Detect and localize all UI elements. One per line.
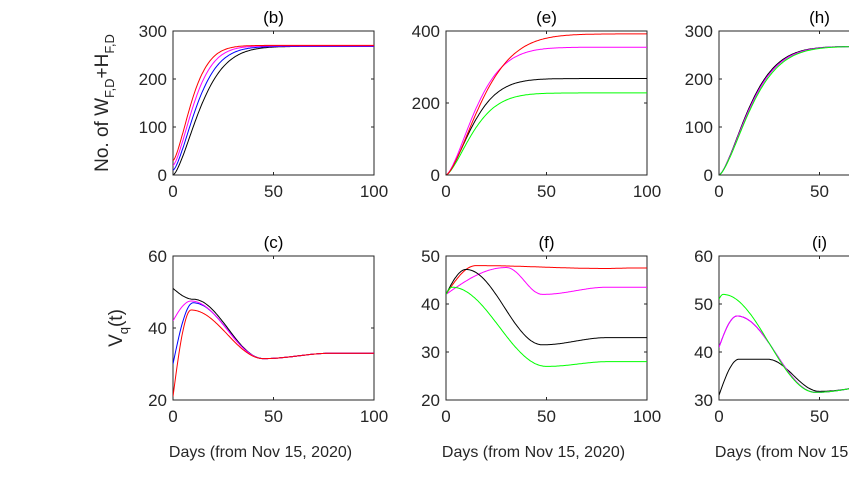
panel-title: (b) [263,8,284,27]
panel-title: (h) [809,8,830,27]
y-tick-label: 0 [704,166,713,185]
y-tick-label: 100 [685,118,713,137]
panel-title: (c) [264,233,284,252]
y-axis-label: No. of WF,D+HF,D [92,34,117,172]
series-line-4 [446,286,647,367]
x-tick-label: 50 [810,182,829,201]
panel-i: 05010030405060(i)Days (from Nov 15, 2020… [694,233,849,461]
series-line-1 [446,92,647,175]
y-tick-label: 0 [158,166,167,185]
x-tick-label: 0 [714,407,723,426]
panel-e: 0 50 100 0 200 400 (e) [412,8,662,201]
x-tick-label: 100 [360,407,388,426]
y-tick-label: 30 [694,391,713,410]
y-tick-label: 60 [694,247,713,266]
x-axis-label: Days (from Nov 15, 2020) [715,444,849,461]
y-tick-label: 40 [694,343,713,362]
panel-title: (i) [812,233,827,252]
x-tick-label: 0 [441,182,450,201]
panel-f: 0 50 100 20 30 40 50 (f) Days (from Nov 15, 2020… [421,233,661,461]
y-tick-label: 50 [694,295,713,314]
x-tick-label: 0 [441,407,450,426]
x-tick-label: 50 [264,182,283,201]
y-tick-label: 0 [431,166,440,185]
y-tick-label: 60 [148,247,167,266]
series-line-1 [719,358,849,396]
x-axis-label: Days (from Nov 15, 2020) [169,444,352,461]
y-axis-label: Vq(t) [106,309,131,347]
series-line-4 [719,293,849,393]
x-axis-label: Days (from Nov 15, 2020) [442,444,625,461]
y-tick-label: 400 [412,22,440,41]
x-tick-label: 0 [714,182,723,201]
y-tick-label: 200 [412,94,440,113]
axes-box [172,30,375,176]
x-tick-label: 50 [264,407,283,426]
y-tick-label: 40 [148,319,167,338]
panel-title: (e) [536,8,557,27]
panel-c: 0 50 100 20 40 60 (c) Days (from Nov 15, 2020) V… [106,233,388,461]
y-tick-label: 200 [685,70,713,89]
panel-title: (f) [538,233,554,252]
series-line-3 [446,268,647,346]
x-tick-label: 100 [633,407,661,426]
y-tick-label: 300 [139,22,167,41]
panel-b: 0 50 100 0 100 200 300 (b) No. of WF,D+HF,D [92,8,388,201]
y-tick-label: 40 [421,295,440,314]
y-tick-label: 100 [139,118,167,137]
y-tick-label: 50 [421,247,440,266]
axes-box [445,255,648,401]
x-tick-label: 50 [810,407,829,426]
series-line-4 [719,46,849,175]
axes-box [718,30,849,176]
y-tick-label: 20 [148,391,167,410]
x-tick-label: 100 [633,182,661,201]
axes-box [445,30,648,176]
x-tick-label: 100 [360,182,388,201]
y-tick-label: 30 [421,343,440,362]
x-tick-label: 0 [168,182,177,201]
series-line-1 [446,265,647,295]
y-tick-label: 300 [685,22,713,41]
series-line-4 [446,33,647,175]
x-tick-label: 0 [168,407,177,426]
y-tick-label: 20 [421,391,440,410]
series-line-2 [446,78,647,175]
y-tick-label: 200 [139,70,167,89]
x-tick-label: 50 [537,407,556,426]
series-line-4 [173,309,374,397]
axes-box [172,255,375,401]
series-line-4 [173,44,374,161]
series-line-2 [446,267,647,295]
x-tick-label: 50 [537,182,556,201]
series-line-3 [446,46,647,175]
axes-box [718,255,849,401]
